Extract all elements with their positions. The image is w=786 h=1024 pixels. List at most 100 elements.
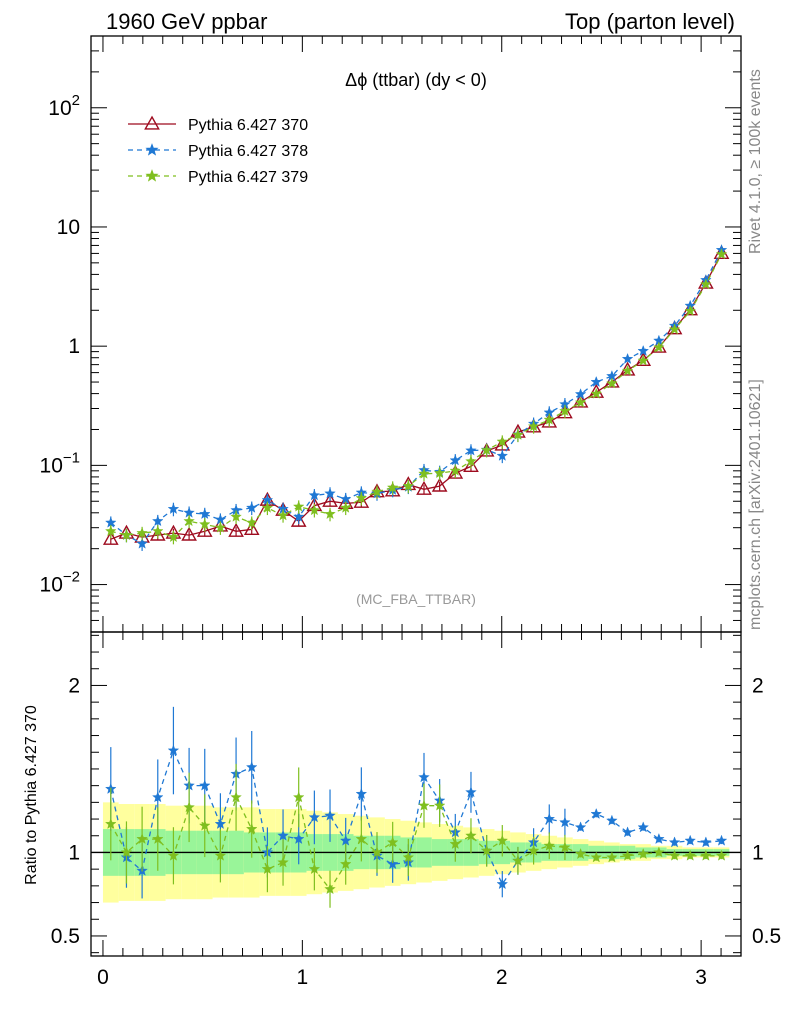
data-point	[324, 508, 336, 520]
ratio-point	[324, 883, 336, 895]
data-point	[183, 515, 195, 527]
series-line	[110, 253, 723, 540]
ratio-point	[120, 846, 133, 858]
data-point	[480, 444, 493, 456]
ratio-point	[621, 826, 634, 838]
data-point	[653, 341, 665, 353]
ratio-point	[433, 799, 446, 811]
data-point	[371, 485, 383, 497]
ratio-point	[700, 849, 712, 861]
legend-item-2: Pythia 6.427 378	[128, 143, 308, 160]
ratio-point	[167, 744, 180, 756]
data-point	[606, 377, 618, 389]
ratio-point	[621, 849, 634, 861]
data-point	[198, 508, 211, 520]
data-point	[449, 464, 462, 476]
data-point	[324, 487, 336, 499]
ratio-point	[339, 834, 352, 846]
ratio-point	[277, 856, 289, 868]
data-point	[245, 501, 258, 513]
data-point	[447, 464, 464, 479]
data-point	[230, 510, 242, 522]
ratio-point	[606, 814, 618, 826]
ratio-point	[198, 819, 211, 831]
header-left: 1960 GeV ppbar	[106, 9, 267, 34]
ratio-point	[590, 807, 603, 819]
ratio-point	[277, 829, 289, 841]
legend-marker	[144, 115, 160, 130]
ratio-point	[230, 791, 242, 803]
data-point	[418, 467, 430, 479]
ratio-point	[496, 878, 509, 890]
data-point	[167, 502, 180, 514]
series-line	[110, 249, 723, 545]
data-point	[136, 527, 148, 539]
ratio-series-2	[105, 763, 728, 908]
ratio-y-tick-label: 1	[68, 841, 80, 864]
ratio-point	[653, 833, 665, 845]
series-1	[102, 244, 730, 545]
data-point	[245, 516, 258, 528]
data-point	[292, 510, 305, 522]
ratio-point	[386, 858, 399, 870]
ratio-point	[418, 799, 430, 811]
ratio-point	[668, 836, 681, 848]
legend-item-1: Pythia 6.427 370	[128, 115, 308, 134]
data-point	[637, 354, 649, 366]
legend-marker	[145, 143, 159, 156]
ratio-point	[386, 836, 399, 848]
data-point	[543, 413, 556, 425]
ratio-point	[292, 833, 305, 845]
data-point	[700, 278, 712, 290]
ratio-point	[339, 858, 352, 870]
legend-marker	[145, 169, 159, 182]
ratio-point	[465, 786, 477, 798]
legend-label: Pythia 6.427 378	[188, 143, 308, 160]
data-point	[277, 509, 289, 521]
data-point	[559, 405, 571, 417]
ratio-point	[136, 833, 148, 845]
data-point	[715, 248, 728, 260]
ratio-point	[559, 816, 571, 828]
y-tick-label: 102	[48, 92, 80, 120]
ratio-point	[151, 791, 164, 803]
ratio-point	[245, 822, 258, 834]
data-point	[353, 493, 370, 508]
mcplots-label: mcplots.cern.ch [arXiv:2401.10621]	[747, 379, 764, 630]
data-point	[308, 489, 321, 501]
ratio-ylabel: Ratio to Pythia 6.427 370	[23, 705, 40, 885]
legend: Pythia 6.427 370 Pythia 6.427 378 Pythia 6…	[128, 115, 308, 186]
ratio-point	[512, 854, 524, 866]
ratio-point	[653, 846, 665, 858]
ratio-point	[527, 844, 540, 856]
legend-label: Pythia 6.427 379	[188, 169, 308, 186]
data-point	[621, 364, 634, 376]
data-point	[102, 530, 119, 545]
legend-item-3: Pythia 6.427 379	[128, 169, 308, 186]
ratio-panel: 0.5 0.5 1 1 2 2 0 1 2 3 Ratio to Pythia 6.427 370	[23, 631, 781, 989]
data-point	[496, 449, 509, 461]
ratio-point	[668, 849, 681, 861]
data-point	[261, 501, 274, 513]
ratio-point	[700, 836, 712, 848]
data-point	[339, 501, 352, 513]
side-labels: Rivet 4.1.0, ≥ 100k events mcplots.cern.…	[747, 69, 764, 630]
series-line	[110, 254, 723, 538]
ratio-point	[480, 844, 493, 856]
data-point	[431, 477, 448, 492]
ratio-point	[355, 787, 368, 799]
data-point	[416, 480, 432, 495]
data-point	[228, 522, 244, 537]
ratio-point	[183, 801, 195, 813]
series-2	[105, 243, 728, 551]
ratio-point	[684, 834, 696, 846]
ratio-point	[543, 812, 556, 824]
data-point	[243, 521, 260, 536]
data-point	[527, 420, 540, 432]
data-point	[151, 525, 164, 537]
ratio-point	[574, 848, 587, 860]
x-tick-label: 0	[97, 966, 109, 989]
plot-title: Δϕ (ttbar) (dy < 0)	[345, 70, 487, 90]
data-point	[621, 352, 634, 364]
data-point	[465, 444, 477, 456]
